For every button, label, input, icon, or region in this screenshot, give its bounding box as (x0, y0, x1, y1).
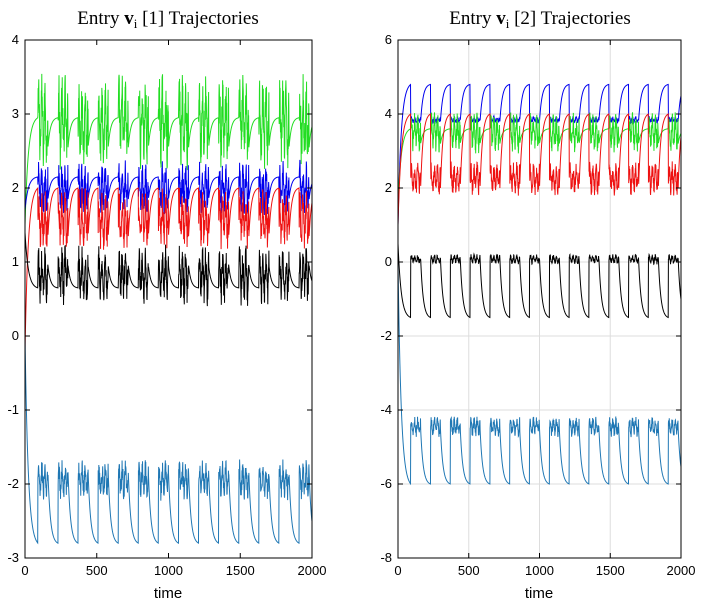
chart-right-xlabel: time (525, 585, 553, 602)
series-line-blue (24, 159, 313, 215)
chart-left-xlabel: time (154, 585, 182, 602)
y-tick-label: 6 (385, 32, 392, 47)
y-tick-label: -1 (7, 402, 19, 417)
y-tick-label: 4 (12, 32, 19, 47)
y-tick-label: 2 (385, 180, 392, 195)
chart-right-title: Entry vi [2] Trajectories (449, 8, 630, 31)
series-line-green (24, 73, 313, 226)
y-tick-label: -4 (380, 402, 392, 417)
chart-left: Entry vi [1] Trajectories 0 500 1000 1500 20… (7, 8, 326, 602)
y-tick-label: -2 (380, 328, 392, 343)
y-tick-label: -8 (380, 550, 392, 565)
x-tick-label: 1500 (226, 563, 255, 578)
chart-left-title: Entry vi [1] Trajectories (77, 8, 258, 31)
x-tick-label: 500 (86, 563, 108, 578)
y-tick-label: 3 (12, 106, 19, 121)
series-line-green (397, 112, 682, 207)
series-line-black (397, 243, 682, 319)
series-line-red (397, 113, 682, 226)
x-tick-label: 1000 (525, 563, 554, 578)
x-tick-label: 2000 (667, 563, 696, 578)
y-tick-label: 1 (12, 254, 19, 269)
x-tick-label: 1500 (596, 563, 625, 578)
y-tick-label: -2 (7, 476, 19, 491)
series-line-black (24, 232, 313, 307)
series-line-red (24, 187, 313, 351)
y-tick-label: -3 (7, 550, 19, 565)
series-line-teal (397, 261, 682, 486)
x-tick-label: 0 (21, 563, 28, 578)
x-tick-label: 0 (394, 563, 401, 578)
y-tick-label: 2 (12, 180, 19, 195)
y-tick-label: 4 (385, 106, 392, 121)
x-tick-label: 2000 (298, 563, 327, 578)
y-tick-label: 0 (385, 254, 392, 269)
x-tick-label: 500 (458, 563, 480, 578)
y-tick-label: -6 (380, 476, 392, 491)
x-tick-label: 1000 (154, 563, 183, 578)
series-line-teal (24, 335, 313, 545)
chart-right: Entry vi [2] Trajectories 0 500 1000 1500 20… (380, 8, 695, 602)
y-tick-label: 0 (12, 328, 19, 343)
